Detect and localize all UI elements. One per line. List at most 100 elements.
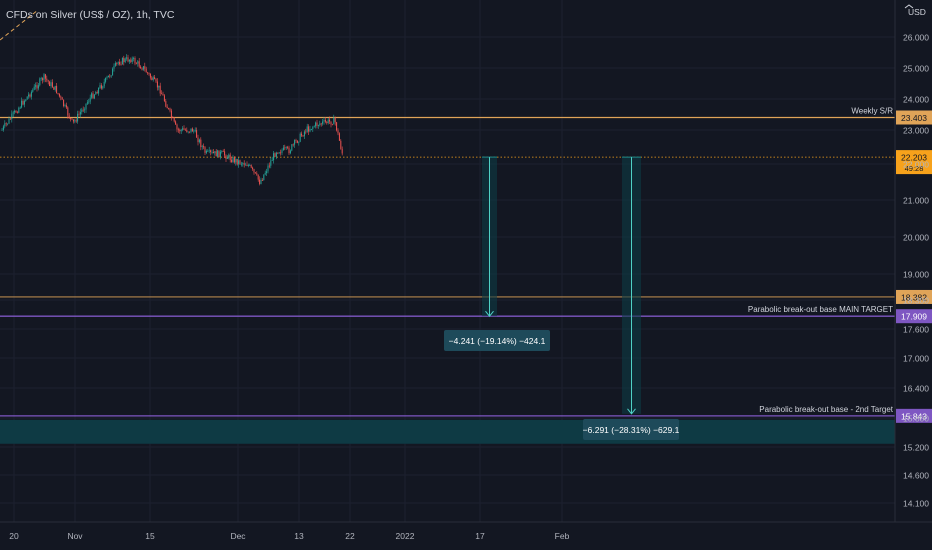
candle-body <box>210 150 212 153</box>
candle-body <box>306 126 308 132</box>
candle-body <box>313 126 315 128</box>
candle-body <box>79 112 81 115</box>
candle-body <box>172 117 174 119</box>
candle-body <box>207 150 209 152</box>
level-value-tag <box>896 110 932 125</box>
candle-body <box>201 146 203 148</box>
candle-body <box>159 85 161 94</box>
candle-body <box>183 128 185 130</box>
candle-body <box>30 91 32 97</box>
candle-body <box>268 165 270 167</box>
candle-body <box>187 131 189 133</box>
candle-body <box>102 86 104 89</box>
candle-body <box>35 85 37 87</box>
last-price-text: 22.203 <box>901 153 927 163</box>
candle-body <box>189 131 191 133</box>
candle-body <box>250 164 252 168</box>
candle-body <box>106 77 108 78</box>
currency-chevron-icon[interactable] <box>904 4 914 9</box>
candle-body <box>196 130 198 138</box>
candle-body <box>322 121 324 124</box>
candle-body <box>40 78 42 79</box>
candle-body <box>96 91 98 94</box>
level-label: Parabolic break-out base MAIN TARGET <box>748 305 893 314</box>
price-tick-label: 17.600 <box>903 325 929 335</box>
candle-body <box>58 93 60 97</box>
candle-body <box>49 81 51 87</box>
candle-body <box>121 57 123 65</box>
candle-body <box>245 164 247 166</box>
candle-body <box>289 150 291 154</box>
candle-body <box>233 157 235 163</box>
price-tick-label: 19.000 <box>903 270 929 280</box>
candle-body <box>112 68 114 76</box>
candle-body <box>204 147 206 153</box>
price-tick-label: 23.000 <box>903 126 929 136</box>
candle-body <box>295 140 297 141</box>
candle-body <box>218 150 220 158</box>
candle-body <box>103 81 105 87</box>
candle-body <box>182 128 184 130</box>
candle-body <box>162 93 164 96</box>
candle-body <box>26 96 28 100</box>
candle-body <box>25 99 27 101</box>
candle-body <box>281 150 283 153</box>
candle-body <box>267 165 269 172</box>
candle-body <box>320 123 322 125</box>
measure-info-text: −6.291 (−28.31%) −629.1 <box>583 425 680 435</box>
candle-body <box>61 97 63 100</box>
candle-body <box>292 144 294 146</box>
candle-body <box>236 159 238 165</box>
candle-body <box>81 109 83 113</box>
time-tick-label: 2022 <box>396 531 415 541</box>
candle-body <box>36 85 38 89</box>
candle-body <box>217 150 219 157</box>
candle-body <box>144 66 146 69</box>
candle-body <box>270 160 272 166</box>
candle-body <box>124 58 126 63</box>
candle-body <box>93 94 95 99</box>
candle-body <box>173 117 175 122</box>
candle-body <box>117 62 119 64</box>
price-tick-label: 18.300 <box>903 296 929 306</box>
candle-body <box>68 115 70 119</box>
candle-body <box>19 107 21 109</box>
level-value-text: 15.843 <box>901 411 927 421</box>
candle-body <box>231 159 233 163</box>
candle-body <box>329 119 331 122</box>
candle-body <box>50 82 52 87</box>
time-tick-label: Nov <box>67 531 83 541</box>
candle-body <box>285 146 287 148</box>
candle-body <box>46 78 48 81</box>
candle-body <box>23 100 25 105</box>
candle-body <box>75 120 77 122</box>
level-value-text: 18.382 <box>901 292 927 302</box>
candle-body <box>240 163 242 165</box>
candle-body <box>88 101 90 103</box>
candle-body <box>299 133 301 142</box>
candle-body <box>254 172 256 174</box>
candle-body <box>145 68 147 73</box>
candle-body <box>246 164 248 166</box>
time-tick-label: Dec <box>230 531 246 541</box>
price-tick-label: 15.800 <box>903 414 929 424</box>
candle-body <box>77 113 79 122</box>
candle-body <box>226 157 228 159</box>
candle-body <box>105 77 107 82</box>
candle-body <box>156 81 158 88</box>
candle-body <box>147 72 149 74</box>
candle-body <box>257 174 259 180</box>
candle-body <box>238 160 240 165</box>
candle-body <box>134 58 136 64</box>
horizontal-levels: Weekly S/R 23.403 18.382 Parabolic break-ou… <box>0 107 932 423</box>
candle-body <box>261 179 263 181</box>
candle-body <box>16 112 18 114</box>
candle-body <box>7 123 9 125</box>
candle-body <box>116 63 118 64</box>
level-value-text: 23.403 <box>901 113 927 123</box>
candle-body <box>82 109 84 111</box>
candle-body <box>341 148 343 154</box>
candle-body <box>95 91 97 95</box>
currency-label[interactable]: USD <box>908 7 926 17</box>
candle-body <box>155 79 157 82</box>
